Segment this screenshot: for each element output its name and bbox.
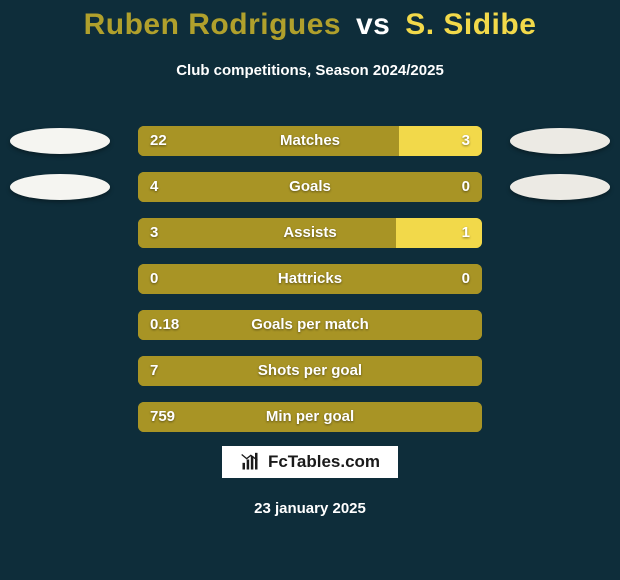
stat-rows: 223Matches 40Goals 31Assists 00Hattricks 0.1… — [0, 122, 620, 444]
stat-row: 223Matches — [0, 122, 620, 168]
stat-row: 31Assists — [0, 214, 620, 260]
page-title: Ruben Rodrigues vs S. Sidibe — [0, 8, 620, 42]
stat-row: 759Min per goal — [0, 398, 620, 444]
stat-bar: 00Hattricks — [138, 264, 482, 294]
stat-bar: 223Matches — [138, 126, 482, 156]
stat-bar: 40Goals — [138, 172, 482, 202]
bar-chart-icon — [240, 452, 260, 472]
stat-label: Min per goal — [138, 402, 482, 432]
comparison-infographic: Ruben Rodrigues vs S. Sidibe Club compet… — [0, 0, 620, 580]
branding: FcTables.com — [0, 444, 620, 480]
stat-bar: 0.18Goals per match — [138, 310, 482, 340]
stat-row: 00Hattricks — [0, 260, 620, 306]
stat-label: Assists — [138, 218, 482, 248]
branding-box[interactable]: FcTables.com — [220, 444, 400, 480]
stat-row: 40Goals — [0, 168, 620, 214]
stat-label: Goals — [138, 172, 482, 202]
stat-bar: 7Shots per goal — [138, 356, 482, 386]
stat-label: Goals per match — [138, 310, 482, 340]
stat-row: 7Shots per goal — [0, 352, 620, 398]
infographic-date: 23 january 2025 — [0, 500, 620, 517]
stat-label: Hattricks — [138, 264, 482, 294]
stat-bar: 31Assists — [138, 218, 482, 248]
title-vs: vs — [356, 8, 390, 41]
team-badge-right — [510, 174, 610, 200]
team-badge-left — [10, 174, 110, 200]
stat-label: Matches — [138, 126, 482, 156]
title-player1: Ruben Rodrigues — [84, 8, 342, 41]
stat-bar: 759Min per goal — [138, 402, 482, 432]
team-badge-right — [510, 128, 610, 154]
stat-row: 0.18Goals per match — [0, 306, 620, 352]
team-badge-left — [10, 128, 110, 154]
title-player2: S. Sidibe — [405, 8, 536, 41]
stat-label: Shots per goal — [138, 356, 482, 386]
branding-text: FcTables.com — [268, 452, 380, 472]
subtitle: Club competitions, Season 2024/2025 — [0, 62, 620, 79]
